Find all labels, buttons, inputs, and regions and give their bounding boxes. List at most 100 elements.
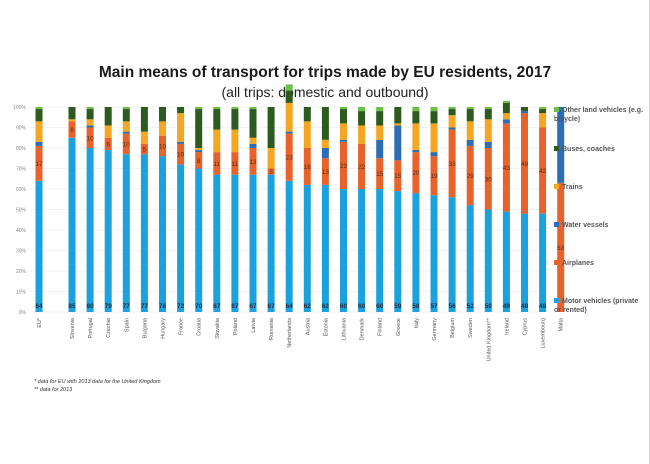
x-tick-label: Germany xyxy=(432,318,438,341)
data-label-motor: 85 xyxy=(68,303,76,310)
data-label-motor: 58 xyxy=(412,303,420,310)
bar-segment xyxy=(122,133,130,155)
x-tick-label: Hungary xyxy=(161,318,167,339)
bar-segment xyxy=(159,121,166,136)
bar-segment xyxy=(35,107,43,110)
bar-segment xyxy=(285,84,293,91)
bar-segment xyxy=(35,109,43,122)
x-tick-label: Estonia xyxy=(323,317,329,336)
data-label-airplanes: 3 xyxy=(269,169,273,176)
bar-segment xyxy=(340,107,347,110)
y-tick-label: 60% xyxy=(16,187,27,193)
bar-segment xyxy=(412,193,420,312)
data-label-airplanes: 18 xyxy=(304,164,312,171)
bar-segment xyxy=(358,111,366,126)
bar-segment xyxy=(68,107,76,120)
bar-segment xyxy=(159,156,166,312)
data-label-airplanes: 13 xyxy=(322,169,330,176)
bar-segment xyxy=(104,125,112,138)
footnotes: * data for EU with 2013 data for the Uni… xyxy=(34,378,161,394)
legend-item: Buses, coaches xyxy=(554,145,646,154)
x-tick-label: Czechia xyxy=(106,317,112,338)
bar-segment xyxy=(502,119,510,124)
bar-segment xyxy=(340,123,347,140)
bar-segment xyxy=(340,109,347,124)
data-label-airplanes: 10 xyxy=(177,152,185,159)
y-tick-label: 0% xyxy=(19,310,27,316)
data-label-airplanes: 19 xyxy=(430,173,438,180)
data-label-airplanes: 30 xyxy=(485,176,493,183)
bar-segment xyxy=(430,152,438,157)
bar-segment xyxy=(521,107,528,112)
data-label-airplanes: 8 xyxy=(197,158,201,165)
legend-item: Airplanes xyxy=(554,259,646,268)
x-tick-label: Cyprus xyxy=(523,318,529,336)
bar-segment xyxy=(104,107,112,126)
bar-segment xyxy=(502,102,510,114)
chart-subtitle: (all trips: domestic and outbound) xyxy=(221,84,429,100)
bar-segment xyxy=(539,113,547,128)
y-tick-label: 100% xyxy=(13,105,26,111)
data-label-motor: 48 xyxy=(521,303,529,310)
x-tick-label: Croatia xyxy=(197,317,203,336)
bar-segment xyxy=(68,121,76,138)
data-label-motor: 80 xyxy=(86,303,94,310)
bar-segment xyxy=(376,107,384,112)
bar-segment xyxy=(177,164,185,312)
bar-segment xyxy=(195,148,203,151)
data-label-motor: 77 xyxy=(123,303,131,310)
x-tick-label: United Kingdom** xyxy=(486,317,492,361)
x-tick-label: Slovenia xyxy=(70,317,76,339)
bar-segment xyxy=(195,168,203,312)
x-tick-label: Luxembourg xyxy=(541,318,547,349)
bar-segment xyxy=(249,109,257,138)
y-tick-label: 40% xyxy=(16,228,27,234)
data-label-motor: 67 xyxy=(231,303,239,310)
bar-segment xyxy=(394,160,402,192)
data-label-motor: 56 xyxy=(448,303,456,310)
bar-segment xyxy=(484,148,492,210)
x-tick-label: EU* xyxy=(37,317,43,328)
x-tick-label: Portugal xyxy=(88,318,94,339)
bar-segment xyxy=(466,139,474,146)
x-tick-label: Malta xyxy=(559,317,565,331)
data-label-airplanes: 20 xyxy=(412,170,420,177)
bar-segment xyxy=(466,107,474,110)
bar-segment xyxy=(104,150,112,312)
bar-segment xyxy=(430,111,438,124)
bar-segment xyxy=(285,133,293,181)
bar-segment xyxy=(249,148,257,175)
bar-segment xyxy=(267,107,275,148)
bar-segment xyxy=(231,109,239,130)
bar-segment xyxy=(394,107,402,124)
data-label-airplanes: 63 xyxy=(557,245,565,252)
bar-segment xyxy=(502,123,510,212)
data-label-motor: 67 xyxy=(267,303,275,310)
bar-segment xyxy=(448,197,456,312)
data-label-motor: 64 xyxy=(286,303,294,310)
bar-segment xyxy=(484,109,492,120)
bar-segment xyxy=(68,137,76,312)
data-label-airplanes: 43 xyxy=(503,165,511,172)
bar-segment xyxy=(285,102,293,132)
bar-segment xyxy=(484,107,492,110)
bar-segment xyxy=(376,139,384,159)
bar-segment xyxy=(321,107,329,140)
bar-segment xyxy=(448,115,456,128)
data-label-airplanes: 17 xyxy=(35,161,43,168)
bar-segment xyxy=(213,174,221,312)
x-tick-label: Slovakia xyxy=(215,317,221,339)
bar-segment xyxy=(321,139,329,148)
data-label-airplanes: 23 xyxy=(286,155,294,162)
bar-segment xyxy=(213,109,221,130)
data-label-airplanes: 15 xyxy=(376,171,384,178)
bar-segment xyxy=(68,119,76,122)
y-tick-label: 20% xyxy=(16,269,27,275)
bar-segment xyxy=(557,182,565,312)
data-label-airplanes: 5 xyxy=(143,147,147,154)
x-tick-label: Belgium xyxy=(450,318,456,338)
data-label-motor: 60 xyxy=(358,303,366,310)
data-label-motor: 67 xyxy=(249,303,257,310)
bar-segment xyxy=(35,180,43,312)
x-tick-label: France xyxy=(179,318,185,335)
